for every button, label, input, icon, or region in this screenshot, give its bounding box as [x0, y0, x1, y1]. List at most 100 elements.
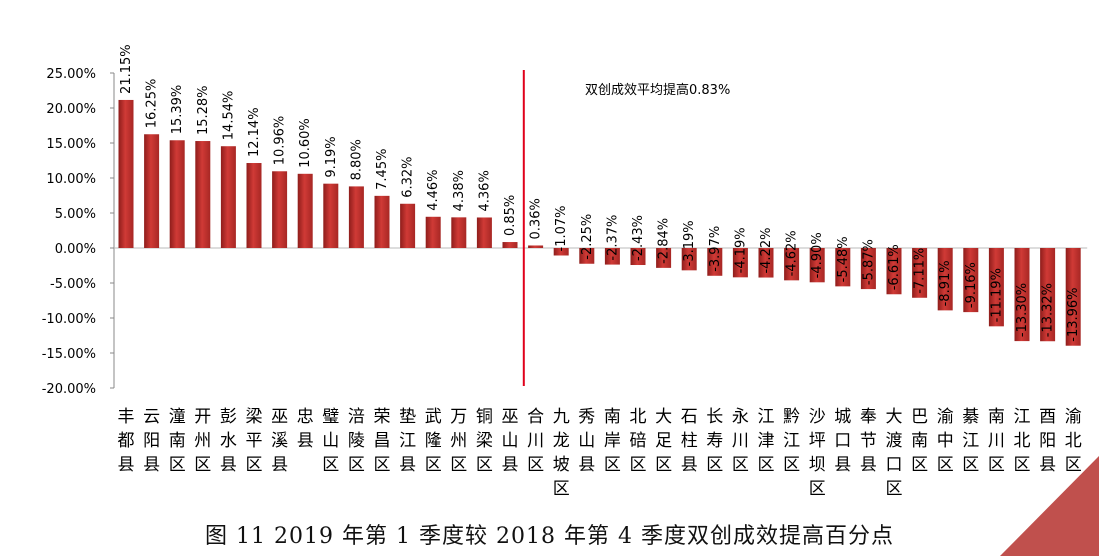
data-label: -8.91%	[938, 260, 953, 306]
bar	[272, 171, 288, 248]
category-label: 渝中区	[937, 407, 954, 475]
data-label: -13.32%	[1041, 283, 1056, 337]
category-label: 大足区	[655, 407, 672, 475]
bar	[118, 99, 134, 248]
bar	[169, 140, 185, 248]
category-label: 武隆区	[425, 407, 442, 475]
data-label: -3.19%	[682, 220, 697, 266]
data-label: -9.16%	[964, 262, 979, 308]
bar	[630, 248, 646, 266]
category-label: 潼南区	[169, 407, 186, 475]
category-label: 忠县	[297, 407, 314, 451]
bar	[348, 186, 364, 248]
category-label: 梁平区	[246, 407, 263, 475]
category-label: 长寿区	[706, 407, 723, 475]
bar	[1065, 248, 1081, 346]
y-tick-label: 5.00%	[55, 207, 96, 222]
data-label: -5.48%	[836, 236, 851, 282]
category-label: 奉节县	[860, 407, 877, 475]
category-label: 秀山县	[578, 407, 595, 475]
y-tick-label: -5.00%	[50, 277, 96, 292]
bar	[451, 217, 467, 248]
data-label: 6.32%	[401, 156, 416, 197]
y-tick-label: 15.00%	[46, 137, 96, 152]
data-label: -4.22%	[759, 228, 774, 274]
bar	[246, 163, 262, 248]
category-label: 丰都县	[118, 407, 135, 475]
category-label: 巫山县	[502, 407, 519, 475]
bar	[374, 195, 390, 248]
bar	[707, 248, 723, 276]
data-label: -4.19%	[733, 227, 748, 273]
data-label: -3.97%	[708, 226, 723, 272]
data-label: 15.28%	[196, 85, 211, 135]
category-label: 铜梁区	[476, 407, 493, 475]
category-label: 万州区	[450, 407, 467, 475]
category-label: 江津区	[758, 407, 775, 475]
bar	[937, 248, 953, 311]
bar	[579, 248, 595, 264]
category-label: 开州区	[194, 407, 211, 475]
y-tick-label: -10.00%	[42, 312, 96, 327]
bar	[220, 146, 236, 248]
bar	[809, 248, 825, 283]
category-label: 石柱县	[681, 407, 698, 475]
category-label: 綦江区	[962, 407, 979, 475]
data-label: 21.15%	[119, 44, 134, 94]
data-label: 10.96%	[273, 116, 288, 166]
category-label: 九龙坡区	[553, 407, 570, 499]
category-label-group: 丰都县云阳县潼南区开州区彭水县梁平区巫溪县忠县璧山区涪陵区荣昌区垫江县武隆区万州…	[118, 407, 1082, 499]
category-label: 云阳县	[143, 407, 160, 475]
data-label: -2.37%	[605, 215, 620, 261]
data-label: -13.96%	[1066, 287, 1081, 341]
bar	[758, 248, 774, 278]
bar	[912, 248, 928, 298]
data-label: 14.54%	[221, 91, 236, 141]
bar	[476, 217, 492, 248]
category-label: 黔江区	[783, 407, 800, 475]
data-label: -7.11%	[913, 248, 928, 294]
y-axis: 25.00% 20.00% 15.00% 10.00% 5.00% 0.00% -5.00%…	[42, 67, 1088, 397]
data-label: -2.84%	[657, 218, 672, 264]
data-label: -5.87%	[861, 239, 876, 285]
bar	[681, 248, 697, 271]
y-tick-label: -15.00%	[42, 347, 96, 362]
category-label: 城口县	[834, 407, 851, 475]
bar	[195, 141, 211, 248]
bar	[963, 248, 979, 313]
bar	[604, 248, 620, 265]
category-label: 巴南区	[911, 407, 928, 475]
corner-decoration	[1000, 456, 1099, 556]
bar	[144, 134, 160, 248]
data-label: -4.90%	[810, 232, 825, 278]
data-label: -6.61%	[887, 244, 902, 290]
bar	[988, 248, 1004, 327]
category-label: 巫溪县	[271, 407, 288, 475]
bar	[553, 248, 569, 256]
bar	[656, 248, 672, 268]
bar	[886, 248, 902, 295]
data-label: 0.36%	[529, 198, 544, 239]
data-label-group: 21.15% 16.25% 15.39% 15.28% 14.54% 12.14% 10.9…	[119, 44, 1081, 341]
bar	[400, 203, 416, 248]
data-label: -13.30%	[1015, 283, 1030, 337]
category-label: 渝北区	[1065, 407, 1082, 475]
category-label: 合川区	[527, 407, 544, 475]
category-label: 荣昌区	[374, 407, 391, 475]
category-label: 垫江县	[399, 407, 416, 475]
data-label: -4.62%	[785, 230, 800, 276]
bar	[732, 248, 748, 278]
data-label: -2.25%	[580, 214, 595, 260]
data-label: -11.19%	[989, 268, 1004, 322]
category-label: 涪陵区	[348, 407, 365, 475]
category-label: 璧山区	[322, 407, 339, 475]
y-tick-label: 25.00%	[46, 67, 96, 82]
category-label: 南川区	[988, 407, 1005, 475]
average-annotation: 双创成效平均提高0.83%	[585, 82, 730, 98]
data-label: 16.25%	[145, 79, 160, 129]
bar	[1040, 248, 1056, 342]
data-label: 12.14%	[247, 107, 262, 157]
category-label: 南岸区	[604, 407, 621, 475]
bar	[860, 248, 876, 290]
